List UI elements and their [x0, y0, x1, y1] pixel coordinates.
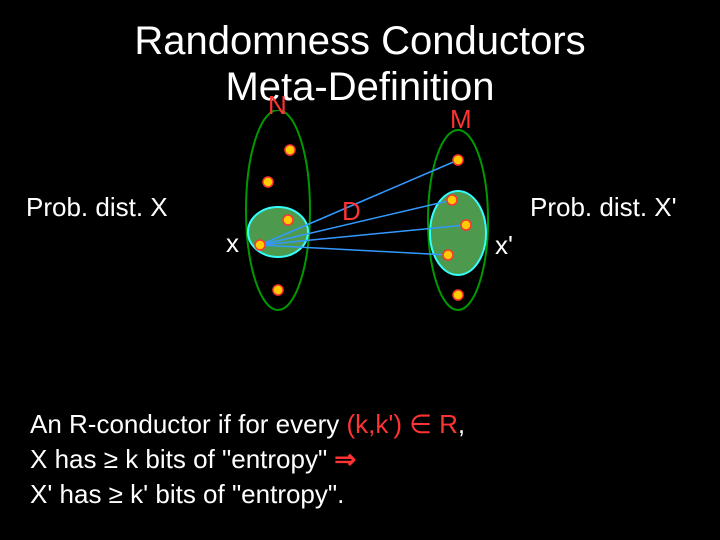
label-probXprime: Prob. dist. X'	[530, 192, 677, 223]
label-x: x	[226, 228, 239, 259]
def-line1: An R-conductor if for every (k,k') ∈ R,	[30, 407, 465, 442]
label-M: M	[450, 104, 472, 135]
implies-icon: ⇒	[334, 444, 356, 474]
title-line2: Meta-Definition	[225, 65, 494, 109]
label-D: D	[342, 196, 361, 227]
def-line3: X' has ≥ k' bits of "entropy".	[30, 477, 465, 512]
label-N: N	[268, 90, 287, 121]
definition-text: An R-conductor if for every (k,k') ∈ R, …	[30, 407, 465, 512]
def-line2: X has ≥ k bits of "entropy" ⇒	[30, 442, 465, 477]
diagram-svg	[0, 110, 720, 410]
label-probX: Prob. dist. X	[26, 192, 168, 223]
diagram-area: N M D x x' Prob. dist. X Prob. dist. X'	[0, 110, 720, 410]
title-line1: Randomness Conductors	[134, 19, 585, 63]
slide-title: Randomness Conductors Meta-Definition	[0, 0, 720, 110]
label-xprime: x'	[495, 230, 513, 261]
